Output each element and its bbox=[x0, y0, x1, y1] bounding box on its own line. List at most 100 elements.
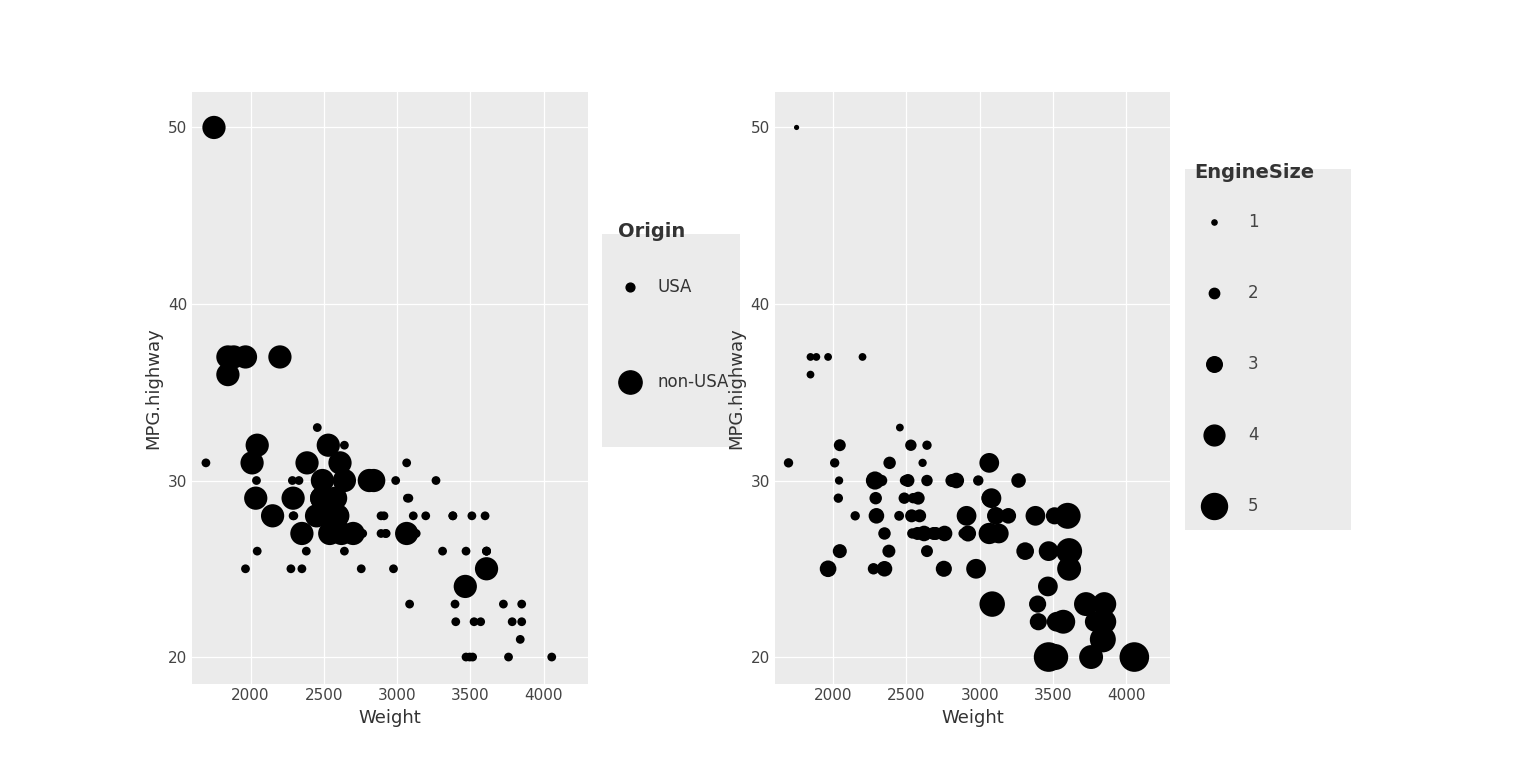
Point bbox=[1057, 545, 1081, 558]
Point bbox=[872, 563, 897, 575]
X-axis label: Weight: Weight bbox=[358, 709, 421, 727]
Point bbox=[1040, 651, 1064, 664]
Point bbox=[510, 616, 535, 628]
Point bbox=[281, 492, 306, 505]
Point bbox=[462, 616, 487, 628]
Point bbox=[278, 563, 303, 575]
Point bbox=[499, 616, 524, 628]
Point bbox=[475, 563, 499, 575]
Point bbox=[931, 563, 955, 575]
Point bbox=[316, 439, 341, 452]
Point bbox=[828, 439, 852, 452]
Point bbox=[978, 528, 1003, 540]
Point bbox=[816, 563, 840, 575]
Point bbox=[1026, 616, 1051, 628]
Point bbox=[888, 422, 912, 434]
Point bbox=[978, 492, 1003, 505]
Point bbox=[373, 528, 398, 540]
Point bbox=[510, 598, 535, 611]
Point bbox=[863, 510, 888, 522]
Point bbox=[912, 528, 937, 540]
Point bbox=[886, 510, 911, 522]
Point bbox=[799, 369, 823, 381]
Point bbox=[369, 528, 393, 540]
Point bbox=[240, 457, 264, 469]
Point bbox=[1051, 616, 1075, 628]
Point bbox=[290, 528, 315, 540]
Point bbox=[1026, 598, 1051, 611]
Point bbox=[945, 475, 969, 487]
Point bbox=[895, 475, 920, 487]
Point bbox=[1044, 616, 1069, 628]
Point bbox=[892, 492, 917, 505]
Point bbox=[986, 528, 1011, 540]
Point bbox=[295, 457, 319, 469]
Point bbox=[977, 457, 1001, 469]
Point bbox=[310, 475, 335, 487]
Point bbox=[915, 475, 940, 487]
Point bbox=[1006, 475, 1031, 487]
Point bbox=[396, 492, 421, 505]
Point bbox=[995, 510, 1020, 522]
Point bbox=[978, 492, 1003, 505]
Point bbox=[892, 475, 917, 487]
Point bbox=[1121, 651, 1146, 664]
Point bbox=[1092, 616, 1117, 628]
Text: USA: USA bbox=[657, 278, 691, 296]
Point bbox=[350, 528, 375, 540]
Point bbox=[1057, 563, 1081, 575]
Point bbox=[1035, 581, 1060, 593]
Point bbox=[339, 528, 364, 540]
Point bbox=[908, 510, 932, 522]
Point bbox=[957, 528, 982, 540]
Point bbox=[862, 563, 886, 575]
Point bbox=[940, 475, 965, 487]
Point bbox=[233, 351, 258, 363]
Point bbox=[327, 457, 352, 469]
Text: 3: 3 bbox=[1247, 355, 1258, 373]
Point bbox=[863, 475, 888, 487]
Point bbox=[905, 528, 929, 540]
Point bbox=[349, 563, 373, 575]
Point bbox=[413, 510, 438, 522]
Point bbox=[323, 528, 347, 540]
Point bbox=[932, 528, 957, 540]
Point bbox=[324, 510, 349, 522]
Point bbox=[922, 528, 946, 540]
Point bbox=[899, 439, 923, 452]
Point bbox=[459, 510, 484, 522]
Point bbox=[1092, 598, 1117, 611]
Point bbox=[508, 634, 533, 646]
Point bbox=[816, 351, 840, 363]
Point bbox=[398, 598, 422, 611]
Point bbox=[877, 457, 902, 469]
Point bbox=[915, 439, 940, 452]
Text: 1: 1 bbox=[1247, 214, 1258, 231]
Point bbox=[1091, 634, 1115, 646]
Point bbox=[872, 528, 897, 540]
Point bbox=[923, 528, 948, 540]
Point bbox=[865, 510, 889, 522]
Point bbox=[361, 475, 386, 487]
Point bbox=[260, 510, 284, 522]
Point bbox=[1037, 545, 1061, 558]
Point bbox=[309, 492, 333, 505]
Point bbox=[244, 439, 269, 452]
Point bbox=[316, 510, 341, 522]
Point bbox=[318, 492, 343, 505]
Point bbox=[453, 651, 478, 664]
Point bbox=[911, 457, 935, 469]
Point bbox=[313, 475, 338, 487]
Point bbox=[243, 492, 267, 505]
Point bbox=[395, 457, 419, 469]
Point bbox=[401, 510, 425, 522]
Point bbox=[215, 369, 240, 381]
Point bbox=[951, 510, 975, 522]
Point bbox=[201, 121, 226, 134]
Point bbox=[306, 422, 330, 434]
Point bbox=[799, 351, 823, 363]
Point bbox=[441, 510, 465, 522]
Point bbox=[475, 545, 499, 558]
Point bbox=[863, 492, 888, 505]
Point bbox=[977, 528, 1001, 540]
